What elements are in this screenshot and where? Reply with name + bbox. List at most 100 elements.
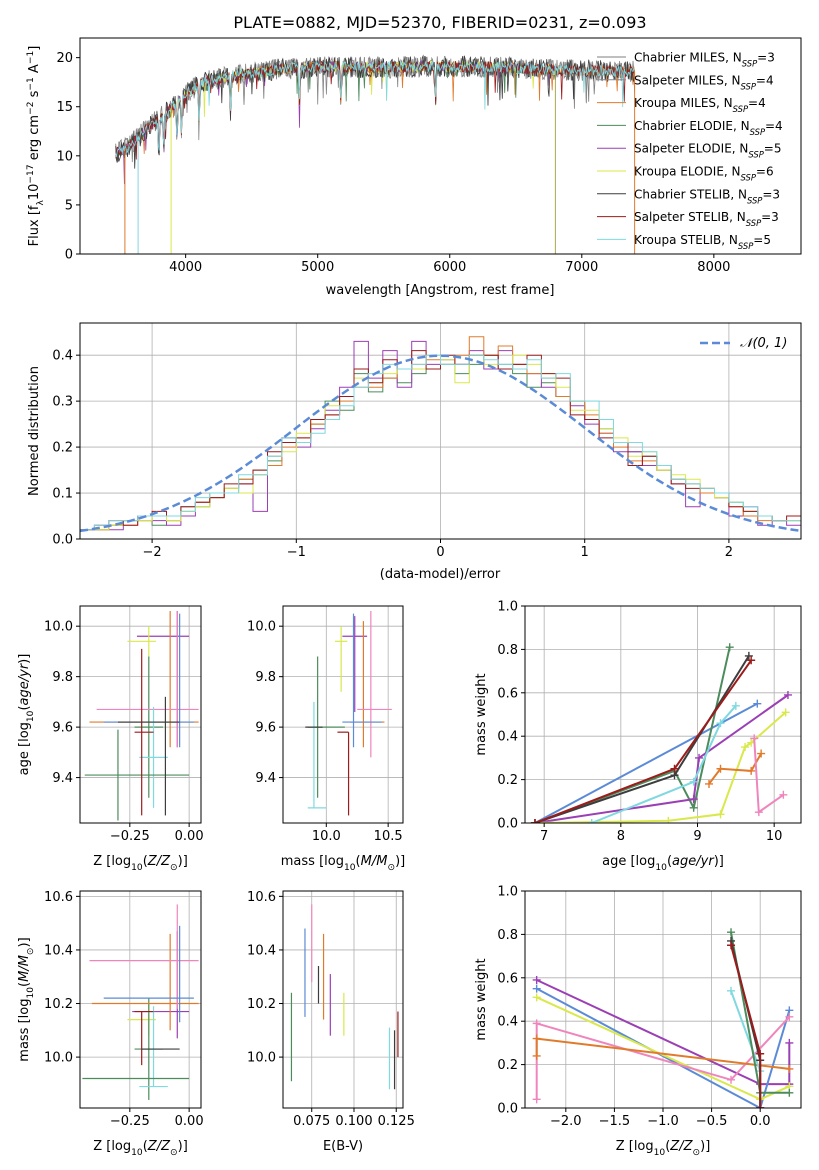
- plot-area: [82, 904, 199, 1100]
- errorbar-point: [139, 1006, 168, 1088]
- plot-area: [305, 611, 392, 816]
- errorbar-point: [127, 626, 156, 657]
- errorbar-point: [357, 611, 392, 758]
- mass-weight-marker: [727, 986, 736, 995]
- y-axis-label: mass weight: [474, 958, 489, 1040]
- plot-area: [80, 336, 801, 539]
- mass-weight-marker: [532, 975, 541, 984]
- y-tick-label: 10.2: [44, 997, 73, 1012]
- mass-weight-marker: [731, 701, 740, 710]
- y-tick-label: 0.0: [52, 533, 73, 548]
- x-tick-label: −0.25: [110, 829, 150, 844]
- y-tick-label: 20: [56, 51, 73, 66]
- mass-weight-marker: [716, 719, 725, 728]
- errorbar-point: [117, 696, 180, 816]
- axes-frame-group: 4000 5000 6000 7000 8000 0 5 10 15 20: [56, 37, 802, 275]
- y-axis-label: Normed distribution: [27, 366, 42, 496]
- y-tick-label: 9.8: [52, 670, 73, 685]
- legend-entry: Chabrier ELODIE, NSSP=4: [634, 119, 783, 137]
- axes-frame: [79, 605, 202, 824]
- mass-weight-marker: [689, 777, 698, 786]
- y-tick-label: 0.2: [52, 441, 73, 456]
- mass-weight-marker: [747, 766, 756, 775]
- mass-weight-marker: [689, 803, 698, 812]
- mass-weight-marker: [530, 819, 539, 823]
- errorbar-point: [96, 611, 199, 748]
- mass-weight-marker: [705, 779, 713, 788]
- axes-frame-group: 10.0 10.5 9.4 9.6 9.8 10.0: [247, 605, 404, 844]
- y-tick-label: 9.4: [52, 771, 73, 786]
- x-tick-label: 0.075: [293, 1114, 330, 1129]
- mass-vs-ebv-panel: 0.075 0.100 0.125 10.0 10.2 10.4 10.6 E(B-V): [247, 890, 415, 1154]
- mass-weight-marker: [716, 764, 725, 773]
- y-tick-label: 1.0: [497, 885, 518, 900]
- plot-area: [530, 643, 792, 823]
- legend-entry: Chabrier STELIB, NSSP=3: [634, 187, 780, 205]
- axes-frame: [79, 37, 802, 255]
- x-tick-label: 10.0: [312, 829, 341, 844]
- x-tick-label: 9: [693, 829, 701, 844]
- axes-frame: [282, 890, 404, 1109]
- x-axis-label: mass [log10(M/M⊙)]: [281, 854, 405, 873]
- x-axis-label: Z [log10(Z/Z⊙)]: [93, 1139, 188, 1158]
- age-vs-mass-panel: 10.0 10.5 9.4 9.6 9.8 10.0 mass [log10(M/M⊙)]: [247, 605, 405, 873]
- y-tick-label: 0.0: [497, 1102, 518, 1117]
- mass-weight-marker: [757, 749, 766, 758]
- axes-frame-group: 7 8 9 10 0.0 0.2 0.4 0.6 0.8 1.0: [497, 600, 802, 844]
- y-tick-label: 1.0: [497, 600, 518, 615]
- y-tick-label: 9.8: [255, 670, 276, 685]
- errorbar-point: [103, 925, 194, 1023]
- y-tick-label: 0.8: [497, 928, 518, 943]
- errorbar-point: [334, 626, 348, 692]
- y-tick-label: 0.4: [497, 730, 518, 745]
- legend-entry: Chabrier MILES, NSSP=3: [634, 51, 775, 69]
- x-tick-label: 10.5: [374, 829, 403, 844]
- gaussian-reference-curve: [80, 354, 801, 533]
- x-tick-label: −1.0: [647, 1114, 679, 1129]
- y-tick-label: 10.4: [44, 943, 73, 958]
- legend-entry: Kroupa STELIB, NSSP=5: [634, 233, 771, 251]
- mass-weight-marker: [747, 656, 756, 665]
- mass-weight-series-line: [536, 987, 791, 1108]
- x-tick-label: 6000: [433, 260, 466, 275]
- mass-weight-marker: [695, 753, 704, 762]
- x-axis-label: age [log10(age/yr)]: [602, 854, 724, 873]
- mass-weight-marker: [725, 643, 734, 652]
- mass-weight-marker: [689, 795, 698, 804]
- y-tick-label: 0.1: [52, 487, 73, 502]
- mass-weight-series-line: [534, 711, 787, 823]
- x-tick-label: −2.0: [550, 1114, 582, 1129]
- axes-frame-group: −0.25 0.00 10.0 10.2 10.4 10.6: [44, 890, 204, 1129]
- y-tick-label: 10.2: [247, 997, 276, 1012]
- mass-weight-marker: [750, 734, 759, 743]
- legend-entry: 𝒩(0, 1): [740, 336, 787, 351]
- y-tick-label: 0.0: [497, 817, 518, 832]
- x-tick-label: 8: [617, 829, 625, 844]
- mass-weight-marker: [532, 984, 541, 993]
- mass-weight-marker: [785, 1012, 794, 1021]
- x-tick-label: −0.5: [696, 1114, 728, 1129]
- axes-frame-group: 0.075 0.100 0.125 10.0 10.2 10.4 10.6: [247, 890, 415, 1129]
- x-tick-label: −1.5: [599, 1114, 631, 1129]
- y-tick-label: 9.6: [52, 721, 73, 736]
- mass-weight-marker: [754, 808, 763, 817]
- mass-weight-marker: [785, 1064, 794, 1073]
- x-tick-label: 0.00: [175, 1114, 204, 1129]
- y-tick-label: 9.4: [255, 771, 276, 786]
- plot-area: [532, 928, 794, 1108]
- x-tick-label: 7000: [565, 260, 598, 275]
- y-tick-label: 0.4: [52, 349, 73, 364]
- mass-weight-marker: [756, 1104, 765, 1108]
- x-axis-label: Z [log10(Z/Z⊙)]: [616, 1139, 711, 1158]
- axes-frame: [524, 605, 802, 824]
- y-tick-label: 10.0: [247, 620, 276, 635]
- x-tick-label: 4000: [169, 260, 202, 275]
- errorbar-point: [307, 701, 327, 809]
- mass-weight-marker: [741, 743, 750, 752]
- x-tick-label: 0.100: [335, 1114, 372, 1129]
- x-axis-label: (data-model)/error: [380, 567, 501, 582]
- axes-frame-group: −0.25 0.00 9.4 9.6 9.8 10.0: [44, 605, 204, 844]
- legend-entry: Salpeter ELODIE, NSSP=5: [634, 142, 782, 160]
- y-axis-label: mass weight: [474, 673, 489, 755]
